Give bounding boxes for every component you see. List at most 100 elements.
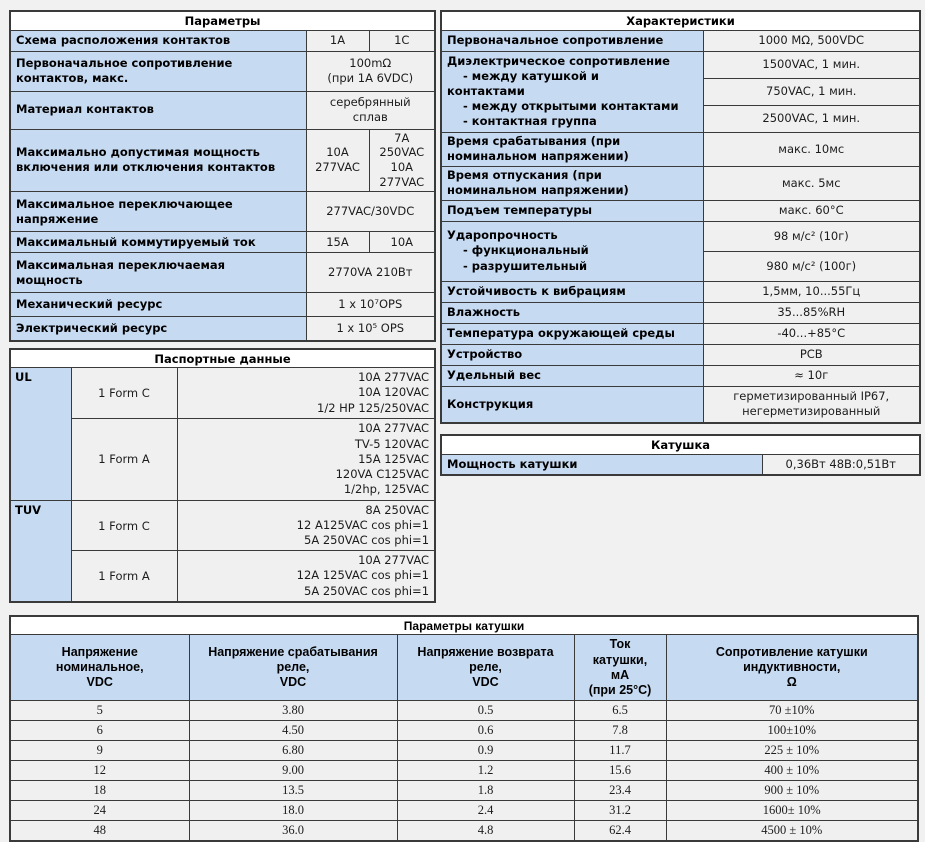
- row-value: макс. 10мс: [702, 131, 921, 167]
- row-label-release-time: Время отпускания (при номинальном напряж…: [440, 165, 704, 201]
- parameters-table-title: Параметры: [9, 10, 436, 31]
- cert-ratings: 10A 277VAC 10A 120VAC 1/2 HP 125/250VAC: [176, 367, 436, 419]
- cell: 18: [9, 780, 190, 802]
- cell: 400 ± 10%: [665, 760, 919, 782]
- cell: 62.4: [573, 820, 667, 842]
- row-label-dielectric: Диэлектрическое сопротивление - между ка…: [440, 50, 704, 133]
- cell: 0.5: [396, 700, 575, 722]
- cert-agency-tuv: TUV: [9, 499, 72, 603]
- cell: 100±10%: [665, 720, 919, 742]
- cell: 70 ±10%: [665, 700, 919, 722]
- cell: 4500 ± 10%: [665, 820, 919, 842]
- row-value: 1 x 10⁷OPS: [305, 292, 436, 318]
- row-value: 100mΩ (при 1A 6VDC): [305, 50, 436, 92]
- cell: 11.7: [573, 740, 667, 762]
- row-value: 980 м/с² (100г): [702, 250, 921, 282]
- row-value: герметизированный IP67, негерметизирован…: [702, 385, 921, 424]
- row-value: макс. 5мс: [702, 165, 921, 201]
- cell: 9: [9, 740, 190, 762]
- cert-ratings: 10A 277VAC 12A 125VAC cos phi=1 5A 250VA…: [176, 550, 436, 603]
- row-value-1a: 15A: [305, 231, 370, 254]
- row-value: 2500VAC, 1 мин.: [702, 104, 921, 133]
- characteristics-table-title: Характеристики: [440, 10, 921, 31]
- cell: 15.6: [573, 760, 667, 782]
- row-label-initial-contact-resistance: Первоначальное сопротивление контактов, …: [9, 50, 307, 92]
- cell: 13.5: [188, 780, 398, 802]
- row-label-max-switching-voltage: Максимальное переключающее напряжение: [9, 191, 307, 233]
- row-label-operate-time: Время срабатывания (при номинальном напр…: [440, 131, 704, 167]
- row-label-initial-resistance: Первоначальное сопротивление: [440, 29, 704, 52]
- cell: 4.50: [188, 720, 398, 742]
- coil-table-title: Катушка: [440, 434, 921, 455]
- row-value: 277VAC/30VDC: [305, 191, 436, 233]
- row-value: -40...+85°C: [702, 322, 921, 345]
- row-label-mounting: Устройство: [440, 343, 704, 366]
- col-header-coil-resistance: Сопротивление катушки индуктивности, Ω: [665, 634, 919, 702]
- cell: 1.2: [396, 760, 575, 782]
- cell: 23.4: [573, 780, 667, 802]
- right-column: Характеристики Первоначальное сопротивле…: [440, 10, 922, 476]
- cell: 9.00: [188, 760, 398, 782]
- table-row: 48 36.0 4.8 62.4 4500 ± 10%: [9, 820, 919, 842]
- row-value-1c: 10A: [368, 231, 436, 254]
- cell: 31.2: [573, 800, 667, 822]
- table-row: 12 9.00 1.2 15.6 400 ± 10%: [9, 760, 919, 782]
- cell: 1600± 10%: [665, 800, 919, 822]
- cert-ratings: 10A 277VAC TV-5 120VAC 15A 125VAC 120VA …: [176, 417, 436, 501]
- table-row: 6 4.50 0.6 7.8 100±10%: [9, 720, 919, 742]
- coil-parameters-table-title: Параметры катушки: [9, 615, 919, 636]
- row-label-mechanical-life: Механический ресурс: [9, 292, 307, 318]
- row-label-construction: Конструкция: [440, 385, 704, 424]
- cert-ratings: 8A 250VAC 12 A125VAC cos phi=1 5A 250VAC…: [176, 499, 436, 552]
- row-label-shock: Ударопрочность - функциональный - разруш…: [440, 220, 704, 282]
- table-row: 24 18.0 2.4 31.2 1600± 10%: [9, 800, 919, 822]
- cell: 0.6: [396, 720, 575, 742]
- cell: 24: [9, 800, 190, 822]
- coil-table: Катушка Мощность катушки 0,36Вт 48В:0,51…: [440, 434, 922, 476]
- cert-form: 1 Form A: [70, 417, 178, 501]
- row-value-1a: 1A: [305, 29, 370, 52]
- cert-agency-ul: UL: [9, 367, 72, 501]
- left-column: Параметры Схема расположения контактов 1…: [9, 10, 437, 603]
- cell: 12: [9, 760, 190, 782]
- row-label-electrical-life: Электрический ресурс: [9, 316, 307, 342]
- table-row: 18 13.5 1.8 23.4 900 ± 10%: [9, 780, 919, 802]
- cell: 18.0: [188, 800, 398, 822]
- row-label-weight: Удельный вес: [440, 364, 704, 387]
- row-label-max-switched-power: Максимальная переключаемая мощность: [9, 252, 307, 294]
- cell: 6: [9, 720, 190, 742]
- col-header-nominal-voltage: Напряжение номинальное, VDC: [9, 634, 190, 702]
- cell: 48: [9, 820, 190, 842]
- col-header-coil-current: Ток катушки, мА (при 25°C): [573, 634, 667, 702]
- cell: 225 ± 10%: [665, 740, 919, 762]
- row-value: PCB: [702, 343, 921, 366]
- top-section: Параметры Схема расположения контактов 1…: [9, 10, 922, 603]
- cell: 4.8: [396, 820, 575, 842]
- row-value: 35...85%RH: [702, 301, 921, 324]
- row-value: 1000 MΩ, 500VDC: [702, 29, 921, 52]
- cell: 36.0: [188, 820, 398, 842]
- row-label-coil-power: Мощность катушки: [440, 453, 763, 476]
- row-value: серебрянный сплав: [305, 90, 436, 130]
- row-value: 750VAC, 1 мин.: [702, 77, 921, 106]
- coil-parameters-table: Параметры катушки Напряжение номинальное…: [9, 614, 919, 842]
- row-value: ≈ 10г: [702, 364, 921, 387]
- cell: 900 ± 10%: [665, 780, 919, 802]
- cell: 5: [9, 700, 190, 722]
- certification-table-title: Паспортные данные: [9, 348, 436, 369]
- row-value: 1500VAC, 1 мин.: [702, 50, 921, 79]
- row-value-1c: 1C: [368, 29, 436, 52]
- row-value: 1,5мм, 10...55Гц: [702, 280, 921, 303]
- col-header-release-voltage: Напряжение возврата реле, VDC: [396, 634, 575, 702]
- row-value-1a: 10A 277VAC: [305, 128, 370, 193]
- row-label-contact-material: Материал контактов: [9, 90, 307, 130]
- row-label-temperature-rise: Подъем температуры: [440, 199, 704, 222]
- row-value: 2770VA 210Вт: [305, 252, 436, 294]
- cert-form: 1 Form C: [70, 367, 178, 419]
- cell: 0.9: [396, 740, 575, 762]
- row-label-max-make-break-power: Максимально допустимая мощность включени…: [9, 128, 307, 193]
- cert-form: 1 Form A: [70, 550, 178, 603]
- row-value-1c: 7A 250VAC 10A 277VAC: [368, 128, 436, 193]
- row-label-contact-arrangement: Схема расположения контактов: [9, 29, 307, 52]
